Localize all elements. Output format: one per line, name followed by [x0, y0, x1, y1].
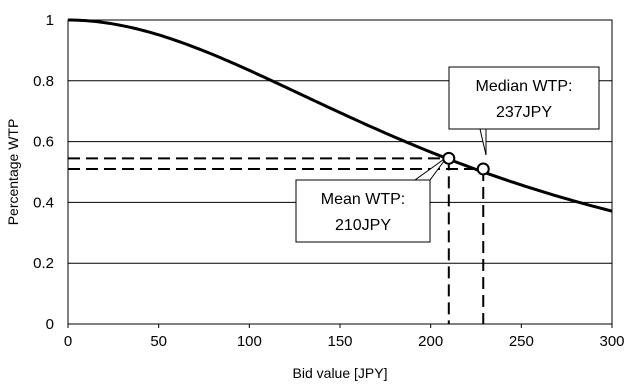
y-tick-label: 0.4 [33, 194, 54, 211]
mean-callout-line1: Mean WTP: [321, 191, 405, 208]
y-tick-label: 0.2 [33, 255, 54, 272]
x-tick-label: 250 [509, 333, 534, 350]
plot-frame [67, 19, 613, 325]
annotation-layer: Median WTP: 237JPY Mean WTP: 210JPY [68, 66, 600, 324]
x-axis-label: Bid value [JPY] [293, 365, 388, 381]
x-tick-label: 200 [418, 333, 443, 350]
median-callout-box [448, 66, 600, 130]
grid-layer [67, 19, 613, 325]
x-tick-label: 0 [64, 333, 72, 350]
mean-point [442, 151, 456, 165]
mean-callout-box [295, 179, 431, 243]
median-point [476, 162, 490, 176]
wtp-curve-line [67, 18, 613, 213]
axis-layer: 0 0.2 0.4 0.6 0.8 1 0 50 100 150 200 250 300 [33, 12, 624, 350]
x-tick-label: 150 [327, 333, 352, 350]
y-tick-label: 0.8 [33, 73, 54, 90]
y-axis-label: Percentage WTP [5, 119, 21, 226]
curve-layer [67, 18, 613, 213]
mean-callout-line2: 210JPY [335, 217, 391, 234]
median-callout-line2: 237JPY [496, 104, 552, 121]
x-tick-label: 50 [150, 333, 167, 350]
x-tick-label: 100 [237, 333, 262, 350]
y-tick-label: 1 [46, 12, 54, 29]
y-tick-label: 0.6 [33, 134, 54, 151]
y-tick-label: 0 [46, 316, 54, 333]
x-tick-label: 300 [599, 333, 624, 350]
median-callout-line1: Median WTP: [476, 78, 573, 95]
